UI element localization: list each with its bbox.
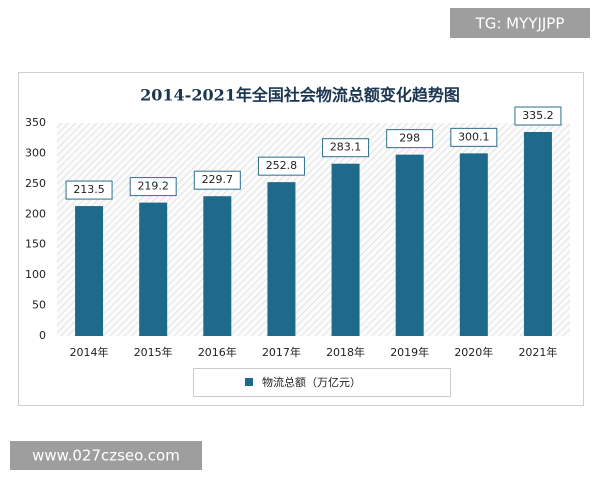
value-label-box <box>514 106 562 126</box>
value-label: 300.1 <box>458 130 490 143</box>
y-tick-label: 100 <box>25 268 46 281</box>
value-label: 213.5 <box>73 183 105 196</box>
y-tick-label: 0 <box>39 329 46 342</box>
value-label-box <box>450 127 498 147</box>
watermark: TG: MYYJJPP <box>475 15 565 33</box>
value-label: 335.2 <box>522 109 554 122</box>
value-label: 229.7 <box>202 173 234 186</box>
value-label: 219.2 <box>137 180 169 193</box>
bar <box>395 154 424 336</box>
legend-box <box>193 368 451 397</box>
value-label: 252.8 <box>266 159 298 172</box>
x-tick-label: 2021年 <box>518 345 557 359</box>
value-label-box <box>257 156 305 176</box>
bar <box>459 153 488 336</box>
bar <box>75 206 104 336</box>
bar <box>203 196 232 336</box>
watermark-box <box>10 441 202 470</box>
chart-title: 2014-2021年全国社会物流总额变化趋势图 <box>140 86 460 105</box>
value-label-box <box>193 170 241 190</box>
y-tick-label: 150 <box>25 238 46 251</box>
y-tick-label: 200 <box>25 207 46 220</box>
x-tick-label: 2018年 <box>326 345 365 359</box>
value-label-box <box>386 129 434 149</box>
y-tick-label: 50 <box>32 299 46 312</box>
y-tick-label: 350 <box>25 116 46 129</box>
value-label-box <box>65 180 113 200</box>
bar <box>523 132 552 336</box>
x-tick-label: 2020年 <box>454 345 493 359</box>
watermark: www.027czseo.com <box>32 447 180 465</box>
x-tick-label: 2017年 <box>262 345 301 359</box>
plot-area <box>57 123 570 336</box>
x-tick-label: 2016年 <box>198 345 237 359</box>
x-tick-label: 2019年 <box>390 345 429 359</box>
legend-swatch <box>245 378 253 386</box>
bar <box>267 182 296 336</box>
value-label-box <box>322 138 370 158</box>
bar <box>139 202 168 336</box>
x-tick-label: 2014年 <box>70 345 109 359</box>
legend-label: 物流总额（万亿元） <box>262 375 361 389</box>
value-label: 283.1 <box>330 141 362 154</box>
y-tick-label: 300 <box>25 146 46 159</box>
watermark-box <box>450 8 590 38</box>
y-tick-label: 250 <box>25 177 46 190</box>
bar <box>331 163 360 336</box>
value-label-box <box>129 177 177 197</box>
value-label: 298 <box>399 132 420 145</box>
x-tick-label: 2015年 <box>134 345 173 359</box>
